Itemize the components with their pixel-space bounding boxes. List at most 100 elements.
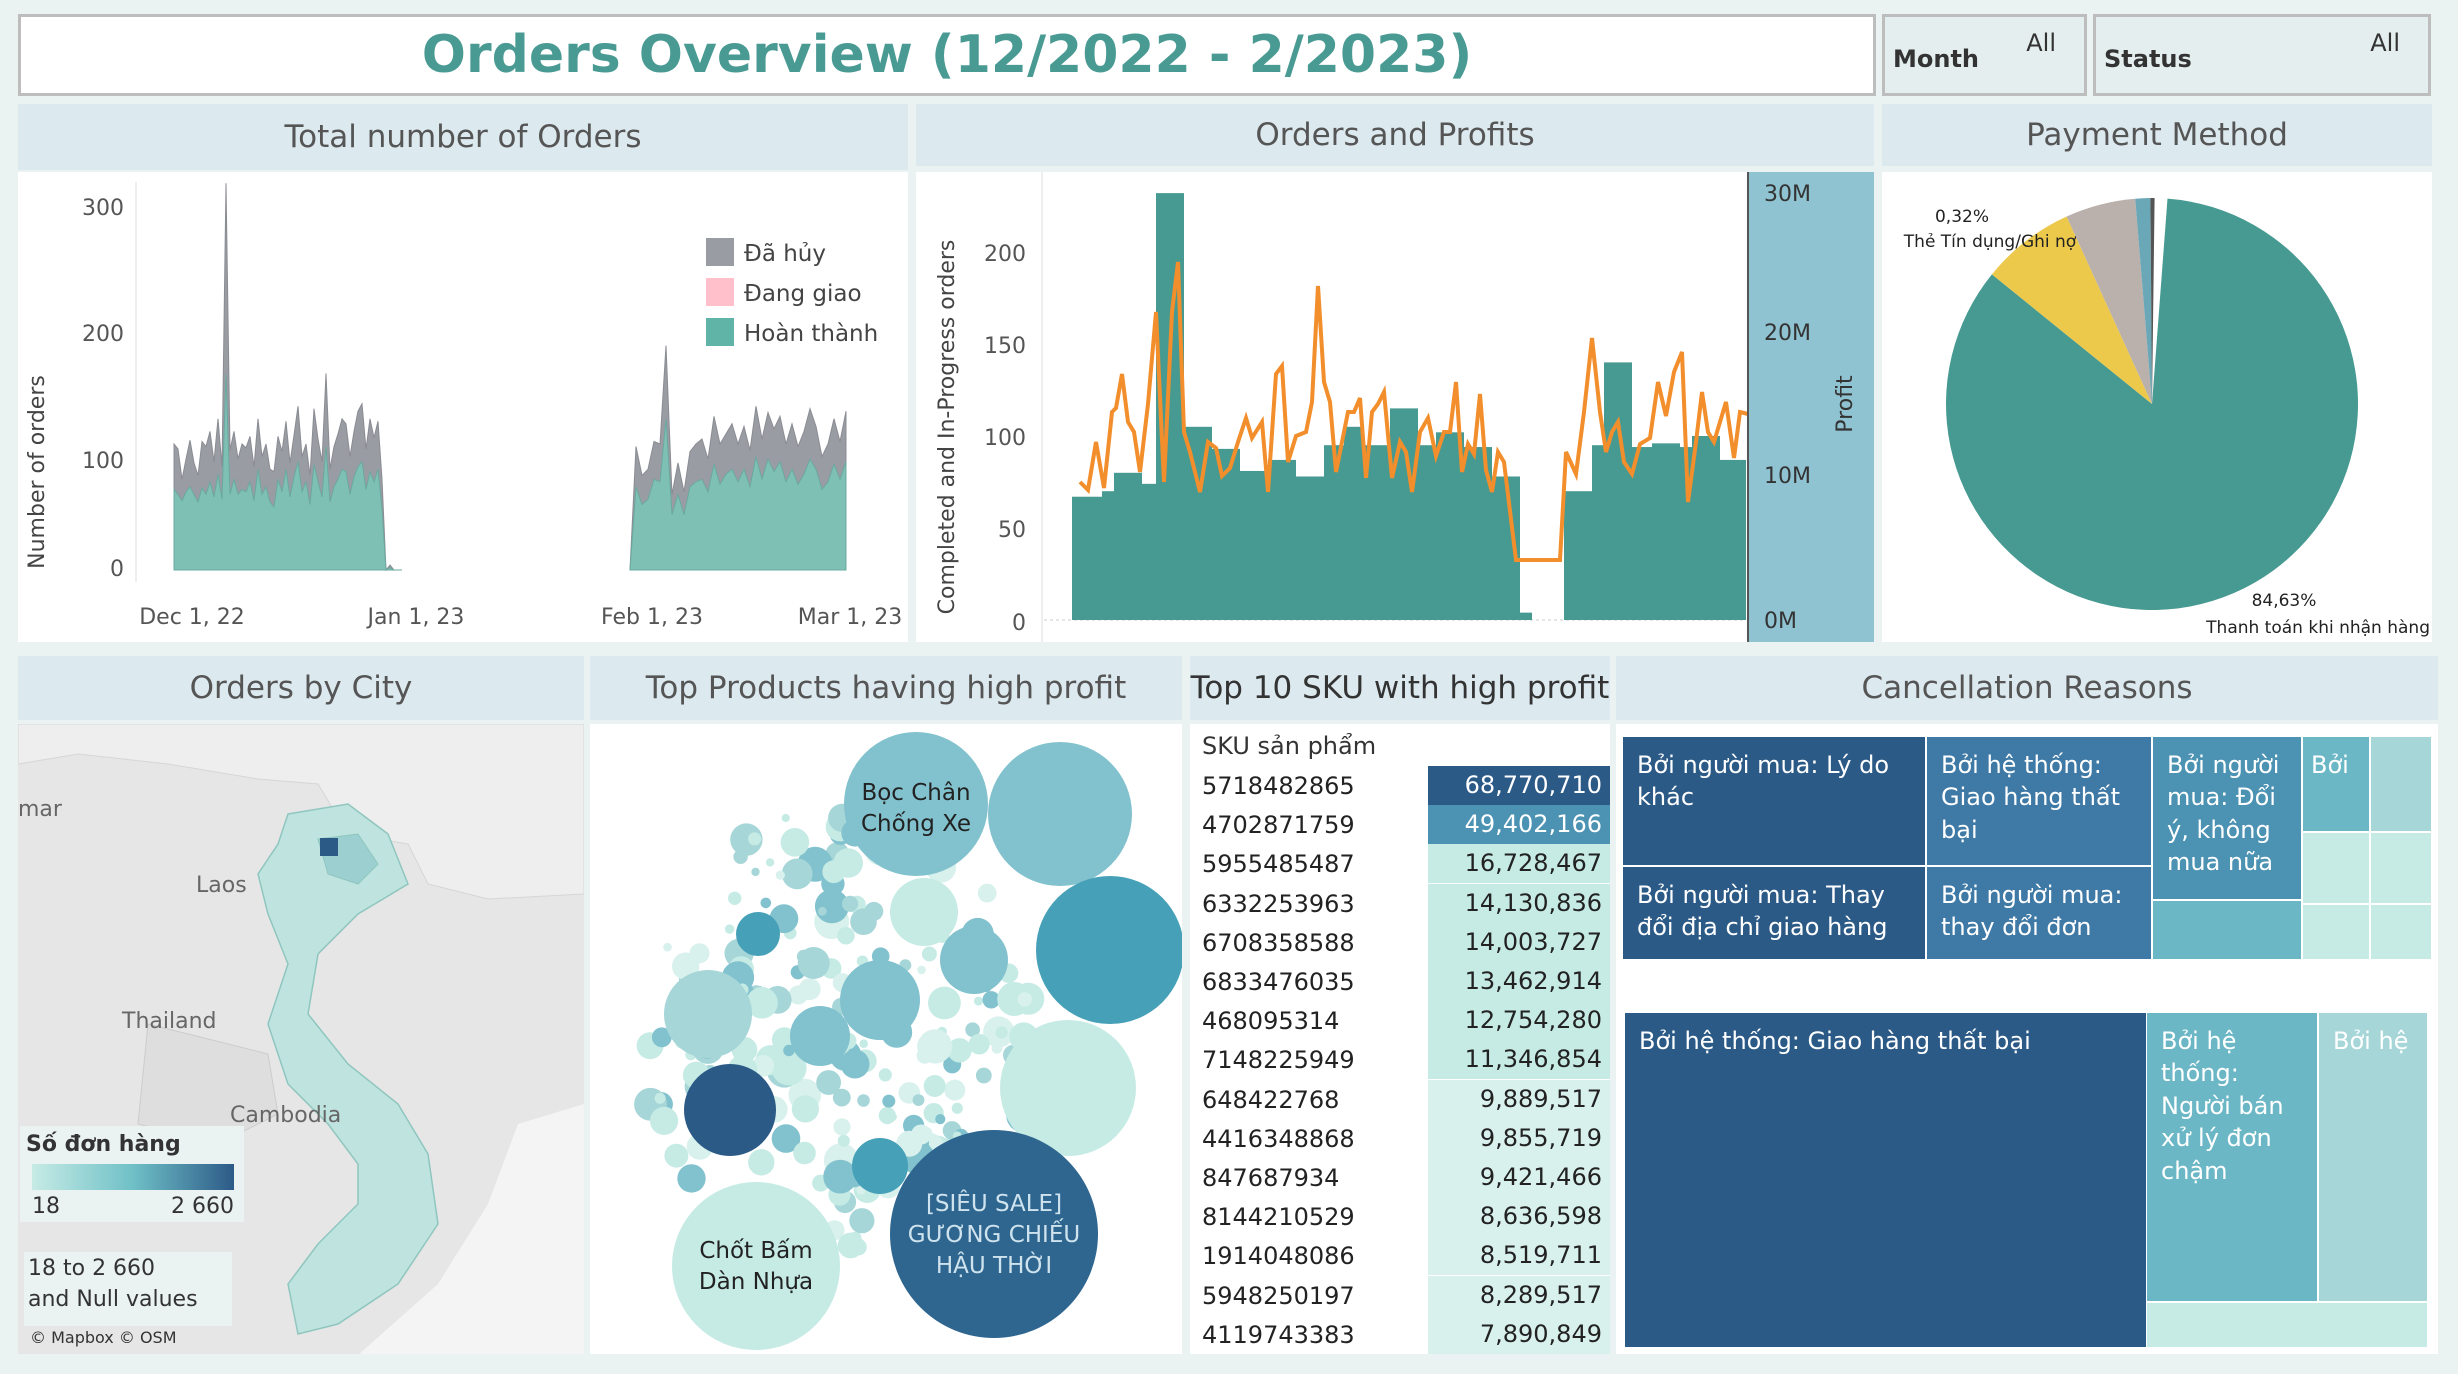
orders-bar[interactable] — [1418, 445, 1436, 620]
sku-row[interactable]: 6332253963 14,130,836 — [1190, 883, 1610, 923]
sku-row[interactable]: 847687934 9,421,466 — [1190, 1158, 1610, 1197]
orders-bar[interactable] — [1592, 445, 1604, 620]
bubble-small[interactable] — [730, 823, 763, 856]
bubble-small[interactable] — [664, 1143, 689, 1168]
pie-slice-ewallet[interactable] — [1991, 216, 2152, 405]
orders-bar[interactable] — [1652, 443, 1680, 620]
sku-row[interactable]: 648422768 9,889,517 — [1190, 1079, 1610, 1119]
pie-slice-cod[interactable] — [1946, 198, 2359, 611]
bubble-small[interactable] — [975, 1067, 992, 1084]
treemap-tile[interactable] — [2302, 904, 2370, 960]
sku-row[interactable]: 8144210529 8,636,598 — [1190, 1197, 1610, 1237]
bubble[interactable] — [890, 878, 958, 946]
bubble[interactable] — [664, 970, 752, 1058]
bubble-small[interactable] — [663, 942, 672, 952]
treemap-tile[interactable] — [2370, 904, 2432, 960]
orders-bar[interactable] — [1240, 470, 1268, 620]
vietnam-shape[interactable] — [257, 803, 439, 1335]
treemap-tile[interactable]: Bởi hệ thống: Giao hàng thất bại — [1926, 736, 2152, 866]
sku-row[interactable]: 5718482865 68,770,710 — [1190, 766, 1610, 805]
pie-slice-card[interactable] — [2150, 197, 2155, 404]
treemap-tile[interactable]: Bởi người mua: Thay đổi địa chỉ giao hàn… — [1622, 866, 1926, 960]
sku-row[interactable]: 7148225949 11,346,854 — [1190, 1040, 1610, 1080]
bubble-small[interactable] — [935, 1114, 946, 1125]
bubble-small[interactable] — [917, 965, 926, 975]
bubble-small[interactable] — [944, 1079, 966, 1101]
bubble-small[interactable] — [689, 943, 710, 964]
bubble-small[interactable] — [748, 832, 762, 846]
bubble-small[interactable] — [974, 996, 983, 1006]
bubble-small[interactable] — [724, 924, 735, 934]
bubble-small[interactable] — [928, 986, 961, 1020]
bubble-small[interactable] — [765, 858, 775, 867]
bubble-small[interactable] — [751, 867, 760, 877]
bubble[interactable] — [988, 742, 1132, 886]
bubble-small[interactable] — [650, 1106, 679, 1135]
bubble-small[interactable] — [991, 1042, 1003, 1054]
sku-row[interactable]: 1914048086 8,519,711 — [1190, 1236, 1610, 1276]
bubble-small[interactable] — [781, 813, 790, 823]
bubble-small[interactable] — [859, 1039, 868, 1048]
bubble-small[interactable] — [977, 883, 997, 903]
orders-bar[interactable] — [1296, 476, 1324, 620]
month-filter-value[interactable]: All — [2026, 29, 2056, 57]
sku-row[interactable]: 6833476035 13,462,914 — [1190, 962, 1610, 1001]
orders-bar[interactable] — [1436, 432, 1464, 620]
bubble-small[interactable] — [995, 1026, 1008, 1039]
bubble-small[interactable] — [728, 891, 742, 905]
bubble[interactable] — [852, 1138, 908, 1194]
bubble[interactable] — [790, 1006, 850, 1066]
bubble-small[interactable] — [997, 982, 1032, 1016]
bubble[interactable] — [840, 960, 920, 1040]
bubble-small[interactable] — [857, 1094, 870, 1107]
month-filter[interactable]: Month All — [1882, 14, 2087, 96]
bubble-small[interactable] — [760, 897, 772, 909]
sku-row[interactable]: 4702871759 49,402,166 — [1190, 805, 1610, 845]
orders-bar[interactable] — [1564, 491, 1592, 620]
bubble-small[interactable] — [788, 985, 808, 1005]
sku-row[interactable]: 5955485487 16,728,467 — [1190, 844, 1610, 884]
bubble-small[interactable] — [923, 1075, 946, 1097]
bubble-small[interactable] — [833, 848, 863, 878]
bubble-small[interactable] — [819, 1073, 829, 1084]
treemap-tile[interactable]: Bởi hệ — [2318, 1012, 2428, 1302]
bubble-sieu-sale[interactable] — [890, 1130, 1098, 1338]
orders-bar[interactable] — [1720, 459, 1746, 620]
orders-bar[interactable] — [1212, 448, 1240, 620]
completed-area-segment[interactable] — [173, 374, 402, 571]
treemap-tile[interactable] — [2370, 736, 2432, 832]
status-filter-value[interactable]: All — [2370, 29, 2400, 57]
city-map[interactable]: mar Laos Thailand Cambodia Số đơn hàng 1… — [17, 723, 585, 1364]
bubble-small[interactable] — [947, 1038, 972, 1063]
completed-area-segment[interactable] — [629, 418, 847, 571]
hanoi-region[interactable] — [320, 838, 338, 856]
orders-bar[interactable] — [1604, 362, 1632, 620]
treemap-tile[interactable]: Bởi người mua: thay đổi đơn — [1926, 866, 2152, 960]
bubble-small[interactable] — [1017, 992, 1032, 1007]
treemap-tile[interactable]: Bởi hệ thống: Giao hàng thất bại — [1624, 1012, 2156, 1348]
bubble-small[interactable] — [849, 1208, 875, 1234]
bubble-small[interactable] — [917, 1029, 953, 1064]
orders-bar[interactable] — [1184, 426, 1212, 620]
bubble-small[interactable] — [837, 1232, 864, 1259]
bubble-small[interactable] — [677, 1164, 706, 1193]
treemap-tile[interactable]: Bởi người mua: Đổi ý, không mua nữa — [2152, 736, 2302, 900]
bubble[interactable] — [684, 1064, 776, 1156]
bubble-small[interactable] — [837, 1134, 850, 1147]
orders-bar[interactable] — [1142, 483, 1156, 620]
bubble-small[interactable] — [832, 1088, 851, 1107]
bubble-small[interactable] — [791, 1095, 819, 1123]
bubble-small[interactable] — [921, 946, 937, 962]
bubble-small[interactable] — [878, 1107, 896, 1125]
bubble-small[interactable] — [783, 1044, 795, 1057]
orders-bar[interactable] — [1520, 612, 1532, 620]
status-filter[interactable]: Status All — [2093, 14, 2431, 96]
sku-row[interactable]: 5948250197 8,289,517 — [1190, 1275, 1610, 1315]
bubble-small[interactable] — [781, 858, 813, 890]
bubble-small[interactable] — [833, 1118, 851, 1136]
orders-bar[interactable] — [1632, 447, 1652, 620]
orders-bar[interactable] — [1344, 426, 1362, 620]
treemap-tile[interactable]: Bởi — [2302, 736, 2370, 832]
bubble-small[interactable] — [850, 908, 877, 935]
bubble-small[interactable] — [968, 1033, 990, 1055]
